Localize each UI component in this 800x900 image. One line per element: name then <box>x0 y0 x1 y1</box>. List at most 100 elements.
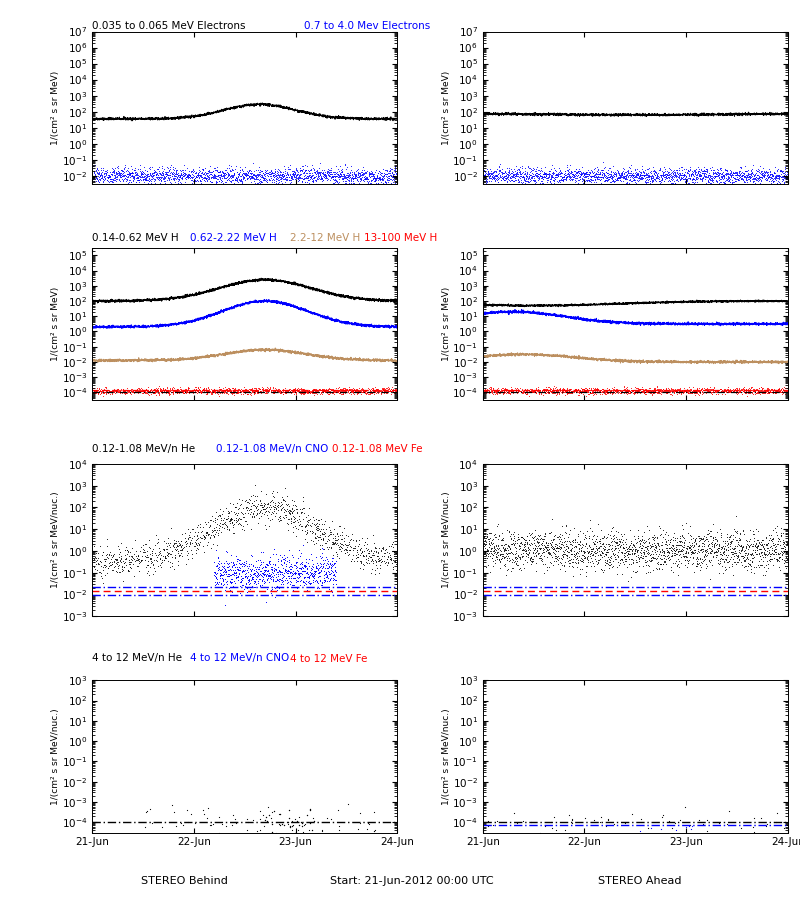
Point <box>124 166 137 180</box>
Point <box>194 169 207 184</box>
Point <box>707 533 720 547</box>
Point <box>572 164 585 178</box>
Point <box>535 384 548 399</box>
Point <box>278 382 291 396</box>
Point <box>247 383 260 398</box>
Point <box>327 536 340 550</box>
Point <box>302 166 315 180</box>
Point <box>330 577 342 591</box>
Point <box>90 382 103 397</box>
Point <box>120 552 133 566</box>
Point <box>140 173 153 187</box>
Point <box>96 177 109 192</box>
Point <box>198 166 210 181</box>
Point <box>667 542 680 556</box>
Point <box>339 382 352 396</box>
Point <box>575 537 588 552</box>
Point <box>98 558 110 572</box>
Point <box>768 544 781 558</box>
Point <box>258 384 270 399</box>
Point <box>534 543 547 557</box>
Point <box>157 167 170 182</box>
Point <box>672 542 685 556</box>
Point <box>174 382 186 396</box>
Point <box>610 385 622 400</box>
Point <box>577 383 590 398</box>
Point <box>190 168 202 183</box>
Point <box>158 167 171 182</box>
Point <box>775 175 788 189</box>
Point <box>641 162 654 176</box>
Point <box>534 554 547 568</box>
Point <box>246 488 259 502</box>
Point <box>340 172 353 186</box>
Point <box>577 384 590 399</box>
Point <box>694 168 707 183</box>
Point <box>362 546 375 561</box>
Point <box>375 554 388 568</box>
Point <box>645 553 658 567</box>
Point <box>737 172 750 186</box>
Point <box>190 385 202 400</box>
Point <box>144 168 157 183</box>
Point <box>665 163 678 177</box>
Point <box>134 383 147 398</box>
Point <box>282 160 294 175</box>
Point <box>246 510 258 525</box>
Point <box>744 170 757 184</box>
Point <box>516 386 529 400</box>
Point <box>198 532 210 546</box>
Point <box>363 550 376 564</box>
Point <box>697 382 710 397</box>
Point <box>128 160 141 175</box>
Point <box>623 386 636 400</box>
Point <box>264 166 277 181</box>
Point <box>548 379 561 393</box>
Point <box>98 385 111 400</box>
Point <box>757 533 770 547</box>
Point <box>519 544 532 558</box>
Point <box>579 385 592 400</box>
Point <box>263 498 276 512</box>
Point <box>496 170 509 184</box>
Point <box>653 169 666 184</box>
Point <box>202 169 214 184</box>
Point <box>330 526 343 541</box>
Point <box>351 383 364 398</box>
Point <box>579 169 592 184</box>
Point <box>263 495 276 509</box>
Point <box>610 382 622 396</box>
Point <box>742 167 754 182</box>
Point <box>619 815 632 830</box>
Point <box>661 382 674 397</box>
Point <box>626 546 638 561</box>
Point <box>264 513 277 527</box>
Point <box>309 384 322 399</box>
Point <box>565 164 578 178</box>
Point <box>218 383 230 398</box>
Point <box>595 171 608 185</box>
Point <box>763 167 776 182</box>
Point <box>770 806 783 820</box>
Point <box>498 542 510 556</box>
Point <box>710 166 722 181</box>
Point <box>390 572 403 587</box>
Point <box>559 167 572 182</box>
Point <box>248 180 261 194</box>
Point <box>613 538 626 553</box>
Point <box>252 171 265 185</box>
Point <box>577 173 590 187</box>
Point <box>273 383 286 398</box>
Point <box>278 385 290 400</box>
Point <box>310 550 322 564</box>
Point <box>586 384 598 399</box>
Point <box>184 164 197 178</box>
Point <box>90 563 103 578</box>
Point <box>269 164 282 178</box>
Point <box>598 167 610 182</box>
Point <box>550 550 563 564</box>
Point <box>635 171 648 185</box>
Point <box>528 174 541 188</box>
Point <box>707 550 720 564</box>
Point <box>614 386 627 400</box>
